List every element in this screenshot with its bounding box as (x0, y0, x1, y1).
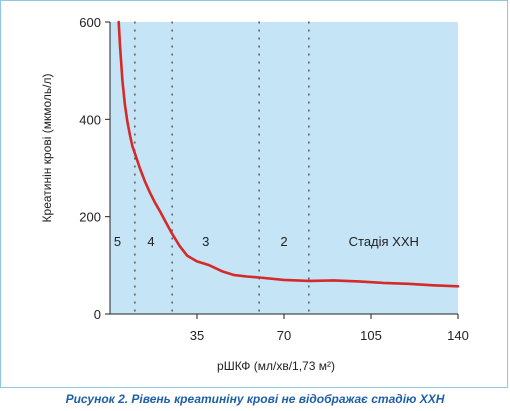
figure-caption: Рисунок 2. Рівень креатиніну крові не ві… (65, 392, 445, 406)
creatinine-curve (117, 20, 460, 288)
x-tick-label: 35 (190, 328, 204, 343)
x-ticks: 35 70 105 140 (190, 314, 469, 343)
y-axis-title: Креатинін крові (мкмоль/л) (40, 74, 54, 223)
y-tick-label: 200 (79, 210, 101, 225)
x-tick-label: 140 (447, 328, 469, 343)
chart: 5 4 3 2 Стадія ХХН 0 200 400 600 35 70 105 140 рШК… (40, 15, 469, 373)
stage-label: 2 (280, 234, 287, 249)
stage-boundaries (134, 21, 310, 315)
x-axis-title: рШКФ (мл/хв/1,73 м²) (217, 359, 335, 373)
stage-label: 4 (147, 234, 154, 249)
y-tick-label: 400 (79, 112, 101, 127)
x-tick-label: 70 (277, 328, 291, 343)
stage-labels: 5 4 3 2 Стадія ХХН (114, 234, 419, 249)
stage-label: 5 (114, 234, 121, 249)
plot-area (110, 22, 458, 314)
y-tick-label: 600 (79, 15, 101, 30)
stage-label: 3 (202, 234, 209, 249)
y-ticks: 0 200 400 600 (79, 15, 110, 322)
x-tick-label: 105 (360, 328, 382, 343)
stage-label: Стадія ХХН (349, 234, 419, 249)
y-tick-label: 0 (94, 307, 101, 322)
